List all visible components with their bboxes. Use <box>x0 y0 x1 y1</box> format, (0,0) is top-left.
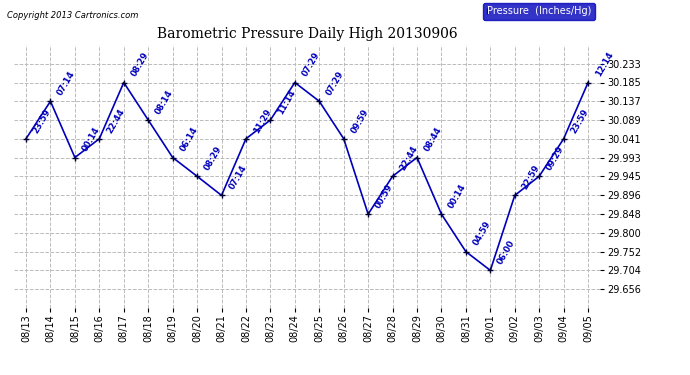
Text: 07:14: 07:14 <box>227 164 248 191</box>
Text: 11:14: 11:14 <box>276 88 297 116</box>
Text: 09:29: 09:29 <box>545 145 566 172</box>
Text: 22:59: 22:59 <box>520 164 542 191</box>
Text: 12:14: 12:14 <box>593 51 615 78</box>
Text: 23:59: 23:59 <box>32 107 52 135</box>
Text: 22:44: 22:44 <box>105 107 126 135</box>
Text: 06:14: 06:14 <box>178 126 199 153</box>
Text: Copyright 2013 Cartronics.com: Copyright 2013 Cartronics.com <box>7 11 138 20</box>
Text: 07:14: 07:14 <box>56 69 77 97</box>
Text: 06:00: 06:00 <box>496 239 517 266</box>
Text: 08:29: 08:29 <box>203 145 224 172</box>
Text: 08:29: 08:29 <box>129 51 150 78</box>
Title: Barometric Pressure Daily High 20130906: Barometric Pressure Daily High 20130906 <box>157 27 457 41</box>
Text: 23:59: 23:59 <box>569 107 591 135</box>
Text: 07:29: 07:29 <box>300 51 322 78</box>
Text: 08:14: 08:14 <box>154 88 175 116</box>
Text: 04:59: 04:59 <box>471 220 493 248</box>
Text: 00:59: 00:59 <box>374 183 395 210</box>
Text: 00:14: 00:14 <box>81 126 101 153</box>
Text: 22:44: 22:44 <box>398 144 420 172</box>
Legend: Pressure  (Inches/Hg): Pressure (Inches/Hg) <box>483 3 595 20</box>
Text: 00:14: 00:14 <box>447 182 468 210</box>
Text: 11:29: 11:29 <box>252 107 273 135</box>
Text: 08:44: 08:44 <box>422 126 444 153</box>
Text: 07:29: 07:29 <box>325 70 346 97</box>
Text: 09:59: 09:59 <box>349 107 371 135</box>
